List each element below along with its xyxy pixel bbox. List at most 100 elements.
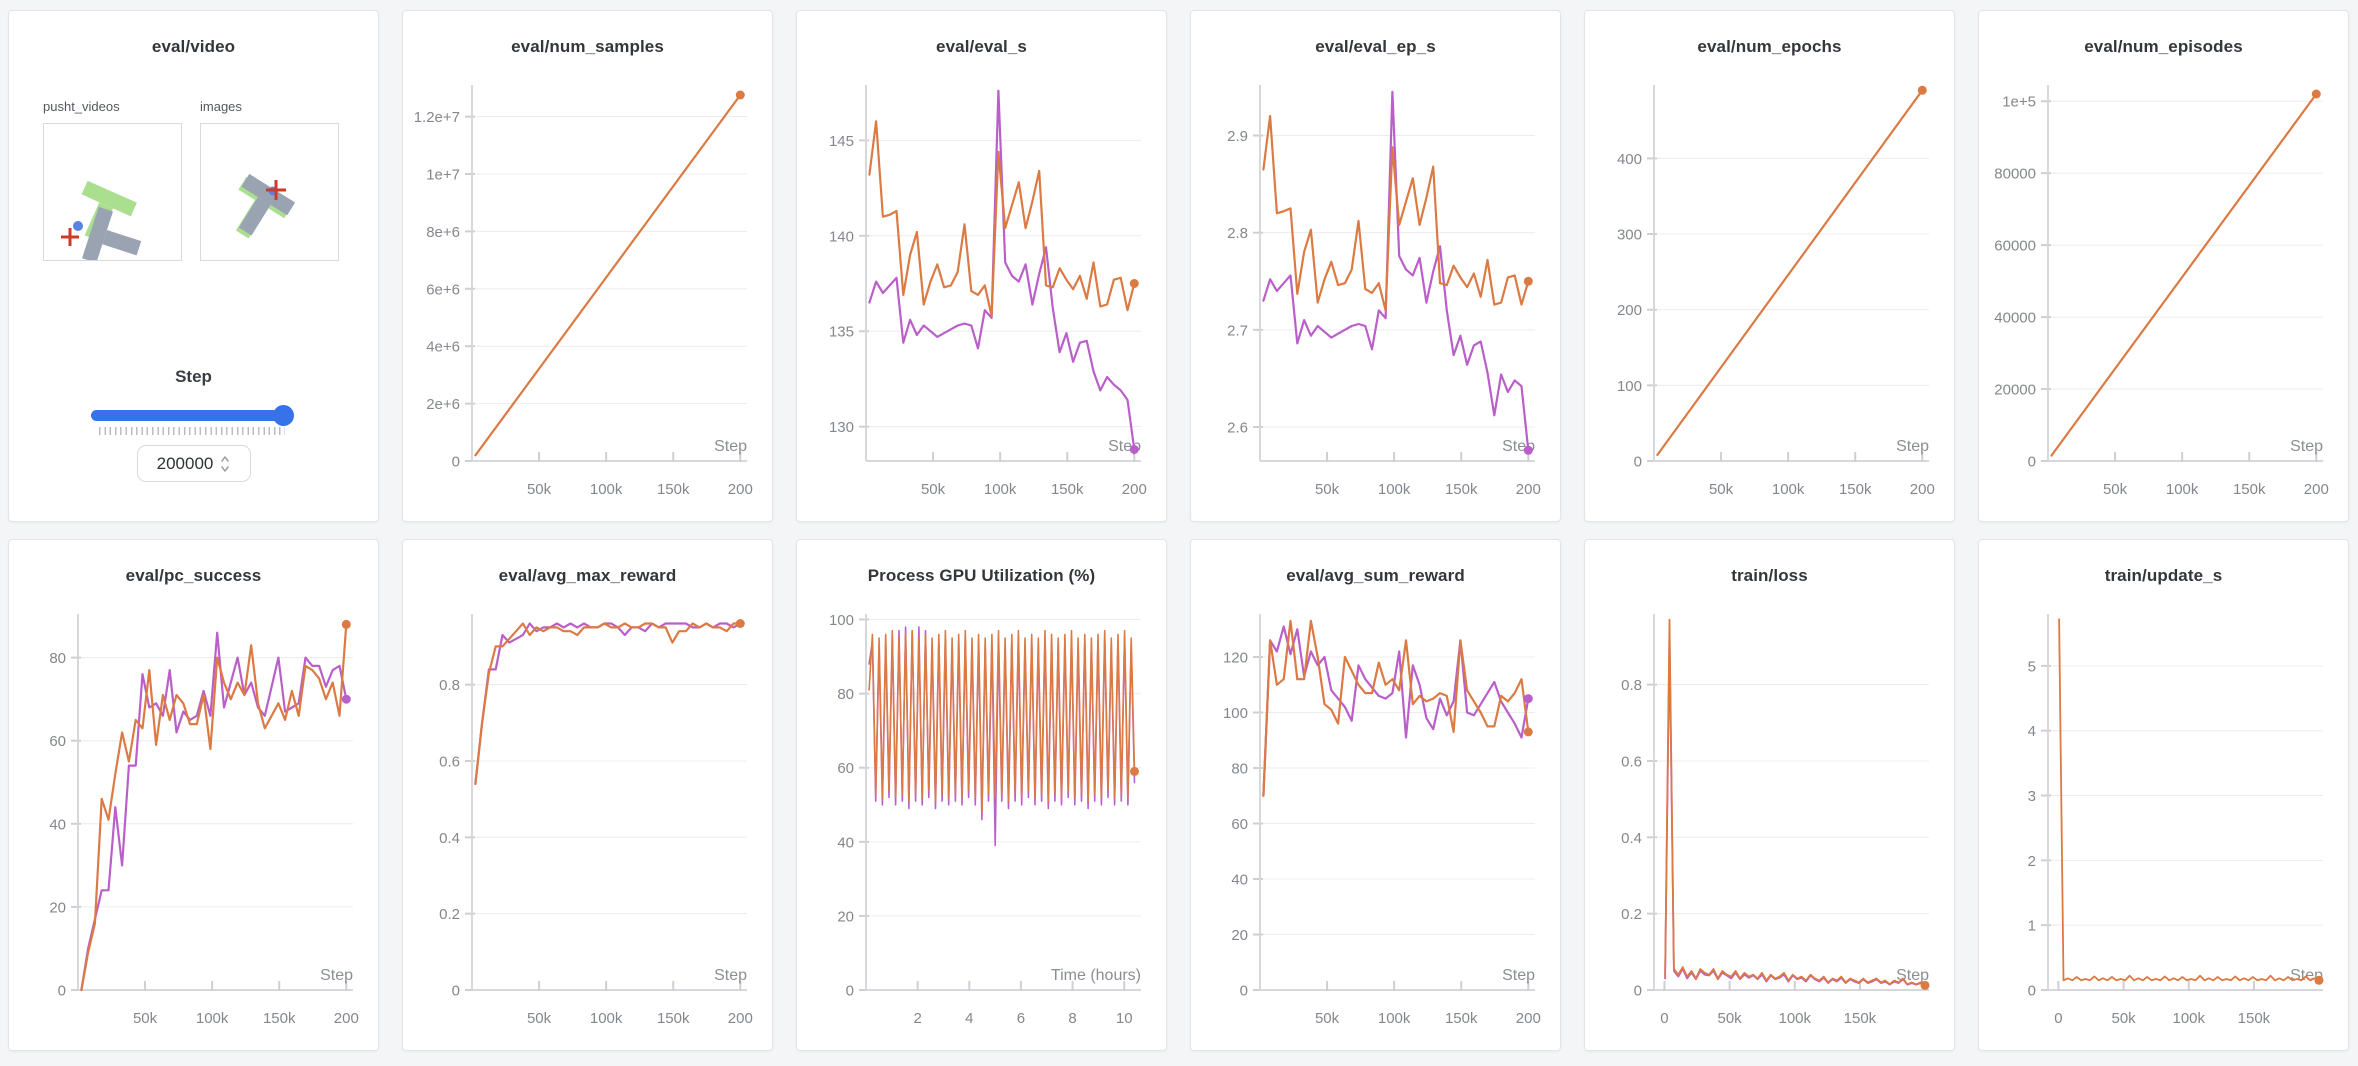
step-input[interactable]: 200000 [136, 445, 251, 482]
chart-canvas-eval-avg-sum-reward[interactable]: 0 20 40 60 80 100 120 50k 100k 150k 200 Step [1204, 594, 1547, 1039]
series-end-dot [1920, 980, 1930, 990]
svg-text:150k: 150k [657, 481, 690, 498]
svg-text:2.7: 2.7 [1227, 322, 1248, 339]
svg-text:20: 20 [837, 908, 854, 925]
svg-text:135: 135 [829, 324, 854, 341]
svg-text:2.9: 2.9 [1227, 128, 1248, 145]
image-key-label: images [200, 99, 242, 114]
svg-text:Step: Step [1502, 967, 1535, 984]
svg-text:50k: 50k [1717, 1010, 1742, 1027]
panel-title: eval/video [151, 37, 236, 56]
svg-text:50k: 50k [1315, 481, 1340, 498]
svg-text:80: 80 [49, 650, 66, 667]
panel-title: train/update_s [2104, 566, 2223, 585]
step-slider[interactable] [91, 405, 294, 426]
svg-text:0: 0 [2054, 1010, 2062, 1027]
media-thumbnails: pusht_videos [43, 99, 339, 263]
step-slider-label: Step [175, 367, 212, 386]
svg-text:150k: 150k [2233, 481, 2266, 498]
svg-text:50k: 50k [921, 481, 946, 498]
svg-text:150k: 150k [263, 1010, 296, 1027]
panel-title: eval/pc_success [125, 566, 262, 585]
svg-text:100k: 100k [1378, 481, 1411, 498]
svg-text:Step: Step [2290, 438, 2323, 455]
svg-text:0.6: 0.6 [1621, 753, 1642, 770]
svg-text:10: 10 [1116, 1010, 1133, 1027]
svg-text:200: 200 [1122, 481, 1147, 498]
panel-eval-avg-max-reward: eval/avg_max_reward 0 0.2 0.4 0.6 0.8 50k 100k 1… [402, 539, 773, 1051]
svg-text:150k: 150k [1051, 481, 1084, 498]
panel-title: Process GPU Utilization (%) [867, 566, 1096, 585]
svg-text:100k: 100k [2166, 481, 2199, 498]
svg-text:200: 200 [1617, 302, 1642, 319]
svg-text:100k: 100k [590, 1010, 623, 1027]
svg-text:200: 200 [1516, 481, 1541, 498]
svg-text:0: 0 [452, 983, 460, 1000]
svg-text:100k: 100k [1778, 1010, 1811, 1027]
panel-train-update-s: train/update_s 0 1 2 3 4 5 0 50k 100k 150k Step [1978, 539, 2349, 1051]
svg-text:130: 130 [829, 419, 854, 436]
panel-title: eval/eval_s [936, 37, 1027, 56]
goal-cross-icon [61, 228, 79, 246]
panel-eval-pc-success: eval/pc_success 0 20 40 60 80 50k 100k 150k 200 St… [8, 539, 379, 1051]
svg-text:60: 60 [49, 733, 66, 750]
chart-canvas-eval-num-samples[interactable]: 0 2e+6 4e+6 6e+6 8e+6 1e+7 1.2e+7 50k 100k 150k 20… [414, 65, 759, 510]
svg-text:0: 0 [2028, 983, 2036, 1000]
svg-text:6e+6: 6e+6 [426, 281, 460, 298]
svg-text:0: 0 [1634, 983, 1642, 1000]
chart-canvas-eval-num-epochs[interactable]: 0 100 200 300 400 50k 100k 150k 200 Step [1598, 65, 1941, 510]
step-slider-knob[interactable] [273, 405, 294, 426]
stepper-chevrons-icon[interactable] [220, 455, 230, 473]
series-end-dot [1523, 694, 1533, 704]
svg-text:150k: 150k [2238, 1010, 2271, 1027]
series-end-dot [1130, 766, 1139, 776]
svg-text:200: 200 [334, 1010, 359, 1027]
svg-text:0: 0 [846, 983, 854, 1000]
svg-text:100k: 100k [1772, 481, 1805, 498]
svg-text:40: 40 [49, 816, 66, 833]
panel-eval-eval-ep-s: eval/eval_ep_s 2.6 2.7 2.8 2.9 50k 100k 150k 200… [1190, 10, 1561, 522]
pusht-block-t-icon [238, 173, 296, 236]
svg-text:50k: 50k [527, 481, 552, 498]
svg-text:0.8: 0.8 [439, 677, 460, 694]
series-end-dot [2314, 975, 2324, 985]
panel-title: eval/avg_sum_reward [1286, 566, 1465, 585]
series-end-dot [1917, 85, 1927, 95]
svg-text:100k: 100k [590, 481, 623, 498]
series-end-dot [1523, 445, 1533, 455]
svg-text:60000: 60000 [1994, 238, 2036, 255]
svg-text:100k: 100k [2172, 1010, 2205, 1027]
series-end-dot [735, 619, 745, 628]
svg-text:150k: 150k [657, 1010, 690, 1027]
svg-text:2: 2 [913, 1010, 921, 1027]
panel-eval-avg-sum-reward: eval/avg_sum_reward 0 20 40 60 80 100 120 50k 100… [1190, 539, 1561, 1051]
svg-text:2e+6: 2e+6 [426, 396, 460, 413]
pusht-video-thumbnail[interactable] [43, 123, 182, 263]
pusht-video-frame [61, 180, 142, 263]
series-end-dot [1523, 276, 1533, 286]
panel-title: eval/eval_ep_s [1315, 37, 1436, 56]
chart-canvas-eval-avg-max-reward[interactable]: 0 0.2 0.4 0.6 0.8 50k 100k 150k 200 Step [416, 594, 759, 1039]
svg-text:200: 200 [2304, 481, 2329, 498]
images-thumbnail[interactable] [200, 123, 339, 261]
svg-text:80000: 80000 [1994, 166, 2036, 183]
svg-text:100: 100 [829, 612, 854, 629]
svg-text:150k: 150k [1445, 1010, 1478, 1027]
svg-text:8e+6: 8e+6 [426, 224, 460, 241]
svg-text:0.2: 0.2 [439, 906, 460, 923]
svg-text:3: 3 [2028, 788, 2036, 805]
chart-canvas-eval-num-episodes[interactable]: 0 20000 40000 60000 80000 1e+5 50k 100k 150k 200 S… [1992, 65, 2335, 510]
svg-text:145: 145 [829, 133, 854, 150]
svg-text:200: 200 [728, 481, 753, 498]
chart-canvas-eval-pc-success[interactable]: 0 20 40 60 80 50k 100k 150k 200 Step [22, 594, 365, 1039]
panel-process-gpu-utilization: Process GPU Utilization (%) 0 20 40 60 80 100 2… [796, 539, 1167, 1051]
step-input-value: 200000 [156, 453, 214, 473]
svg-text:20: 20 [1231, 927, 1248, 944]
pusht-block-t-icon [82, 206, 142, 263]
chart-canvas-process-gpu-utilization[interactable]: 0 20 40 60 80 100 2 4 6 8 10 Time (hours) [810, 594, 1153, 1039]
svg-text:60: 60 [1231, 816, 1248, 833]
